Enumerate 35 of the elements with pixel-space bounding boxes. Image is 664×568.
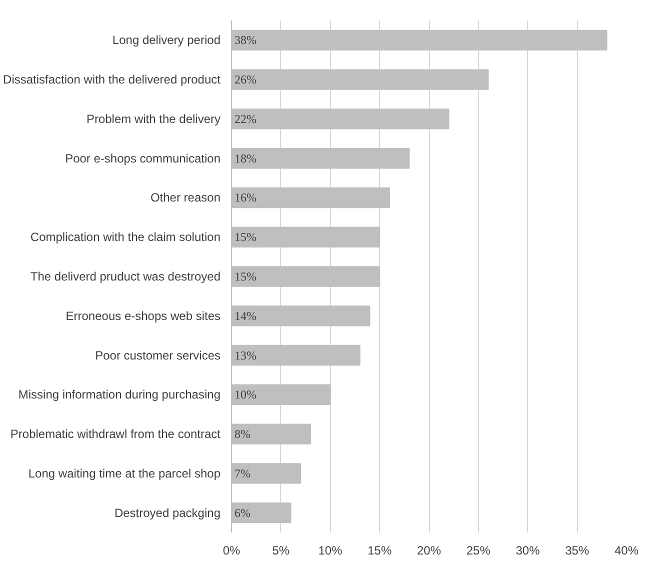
data-label: 22% (234, 112, 256, 126)
x-tick-label: 5% (272, 544, 290, 558)
y-tick-label: Problem with the delivery (86, 112, 221, 126)
y-tick-label: Complication with the claim solution (30, 230, 221, 244)
x-tick-label: 0% (222, 544, 240, 558)
y-tick-label: Destroyed packging (114, 506, 220, 520)
y-tick-label: Poor e-shops communication (65, 151, 221, 166)
data-label: 18% (234, 151, 256, 166)
y-tick-label: Erroneous e-shops web sites (66, 308, 221, 323)
y-tick-label: The deliverd pruduct was destroyed (30, 270, 221, 284)
x-tick-label: 35% (565, 544, 590, 558)
data-label: 26% (234, 72, 256, 87)
y-tick-label: Missing information during purchasing (18, 388, 221, 402)
data-label: 7% (234, 466, 250, 480)
y-tick-label: Problematic withdrawl from the contract (10, 427, 222, 442)
data-label: 6% (234, 506, 250, 520)
y-tick-label: Dissatisfaction with the delivered product (3, 72, 222, 87)
y-tick-label: Other reason (150, 190, 221, 205)
data-label: 38% (234, 33, 256, 48)
data-label: 16% (234, 190, 256, 205)
data-label: 8% (234, 427, 250, 442)
x-tick-label: 15% (368, 544, 392, 558)
data-label: 15% (234, 230, 256, 244)
data-label: 14% (234, 308, 256, 323)
x-tick-label: 10% (318, 544, 343, 558)
x-tick-label: 25% (466, 544, 491, 558)
x-tick-label: 30% (516, 544, 540, 558)
data-label: 10% (234, 388, 256, 402)
y-tick-label: Poor customer services (95, 348, 220, 362)
data-label: 15% (234, 270, 256, 284)
data-label: 13% (234, 348, 256, 362)
x-tick-label: 20% (416, 544, 442, 558)
y-tick-label: Long delivery period (112, 33, 221, 48)
x-tick-label: 40% (614, 544, 639, 558)
y-tick-label: Long waiting time at the parcel shop (28, 466, 221, 480)
